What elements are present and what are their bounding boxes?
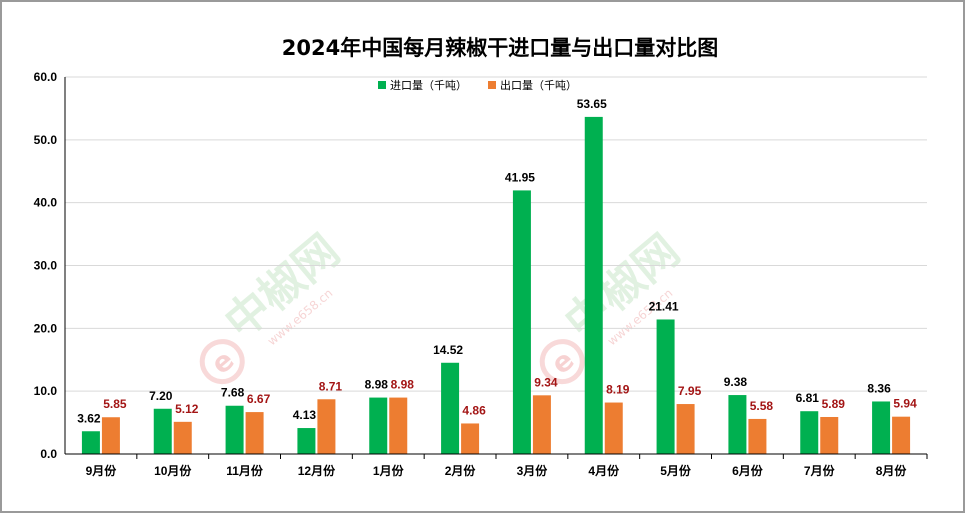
bar-export — [245, 412, 264, 454]
x-tick-label: 1月份 — [373, 463, 405, 478]
bar-import — [656, 319, 675, 454]
bar-export — [317, 399, 336, 454]
data-label-import: 3.62 — [77, 411, 101, 425]
data-label-import: 4.13 — [293, 408, 317, 422]
bar-export — [748, 418, 767, 454]
x-tick-label: 10月份 — [154, 463, 192, 478]
data-label-export: 6.67 — [247, 392, 271, 406]
bar-import — [728, 395, 747, 454]
y-tick-label: 0.0 — [40, 447, 57, 461]
x-tick-label: 8月份 — [876, 463, 908, 478]
data-label-export: 5.89 — [822, 397, 846, 411]
gridlines — [65, 76, 927, 392]
data-label-export: 5.85 — [103, 397, 127, 411]
legend-label-import: 进口量（千吨） — [390, 79, 467, 92]
data-label-export: 4.86 — [462, 403, 486, 417]
data-label-import: 7.20 — [149, 389, 173, 403]
legend: 进口量（千吨） 出口量（千吨） — [378, 78, 577, 92]
watermark-logo — [199, 339, 245, 385]
y-tick-label: 20.0 — [34, 321, 58, 335]
data-label-import: 21.41 — [649, 299, 679, 313]
bar-import — [297, 428, 316, 454]
data-label-export: 7.95 — [678, 384, 702, 398]
bar-export — [173, 421, 192, 454]
bar-import — [81, 431, 100, 454]
data-label-export: 8.71 — [319, 379, 343, 393]
bar-export — [604, 402, 623, 454]
data-label-import: 53.65 — [577, 97, 607, 111]
y-axis-ticks: 0.0 10.0 20.0 30.0 40.0 50.0 60.0 — [34, 70, 66, 461]
y-tick-label: 40.0 — [34, 196, 58, 210]
x-tick-label: 9月份 — [86, 463, 118, 478]
x-tick-label: 2月份 — [445, 463, 477, 478]
bar-import — [441, 362, 460, 454]
bar-import — [800, 411, 819, 454]
bar-import — [872, 401, 891, 454]
bar-import — [153, 408, 172, 454]
bar-import — [369, 397, 388, 454]
data-label-import: 9.38 — [724, 375, 748, 389]
bar-import — [512, 190, 531, 454]
y-tick-label: 60.0 — [34, 70, 58, 84]
bar-export — [101, 417, 120, 454]
data-label-import: 7.68 — [221, 386, 245, 400]
data-label-export: 9.34 — [534, 375, 558, 389]
data-label-export: 5.12 — [175, 402, 199, 416]
bar-export — [676, 404, 695, 454]
x-tick-label: 11月份 — [226, 463, 264, 478]
data-label-import: 8.36 — [867, 381, 891, 395]
data-label-import: 14.52 — [433, 343, 463, 357]
bar-export — [461, 423, 480, 454]
x-tick-label: 6月份 — [732, 463, 764, 478]
bar-labels: 3.625.85 7.205.12 7.68 6.67 4.13 8.71 8.98 8.98… — [77, 97, 917, 425]
bars — [81, 116, 911, 454]
bar-import — [225, 405, 244, 454]
y-tick-label: 10.0 — [34, 384, 58, 398]
watermark-logo — [539, 339, 585, 385]
bar-export — [892, 416, 911, 454]
data-label-import: 6.81 — [796, 391, 820, 405]
y-tick-label: 50.0 — [34, 133, 58, 147]
data-label-export: 5.58 — [750, 399, 774, 413]
x-tick-label: 7月份 — [804, 463, 836, 478]
data-label-import: 8.98 — [365, 378, 389, 392]
bar-import — [584, 116, 603, 454]
x-tick-label: 3月份 — [517, 463, 549, 478]
bar-export — [389, 397, 408, 454]
x-tick-label: 5月份 — [660, 463, 692, 478]
legend-swatch-export — [488, 81, 496, 89]
x-axis: 9月份 10月份 11月份 12月份 1月份 2月份 3月份 4月份 5月份 6月份 7月份 8月份 — [65, 453, 928, 478]
data-label-import: 41.95 — [505, 170, 535, 184]
data-label-export: 5.94 — [893, 397, 917, 411]
bar-export — [532, 395, 551, 454]
chart-title: 2024年中国每月辣椒干进口量与出口量对比图 — [282, 36, 718, 60]
data-label-export: 8.19 — [606, 383, 630, 397]
legend-label-export: 出口量（千吨） — [500, 78, 577, 92]
y-tick-label: 30.0 — [34, 259, 58, 273]
data-label-export: 8.98 — [391, 378, 415, 392]
bar-export — [820, 416, 839, 454]
legend-swatch-import — [378, 81, 386, 89]
x-tick-label: 12月份 — [298, 463, 336, 478]
x-tick-label: 4月份 — [588, 463, 620, 478]
